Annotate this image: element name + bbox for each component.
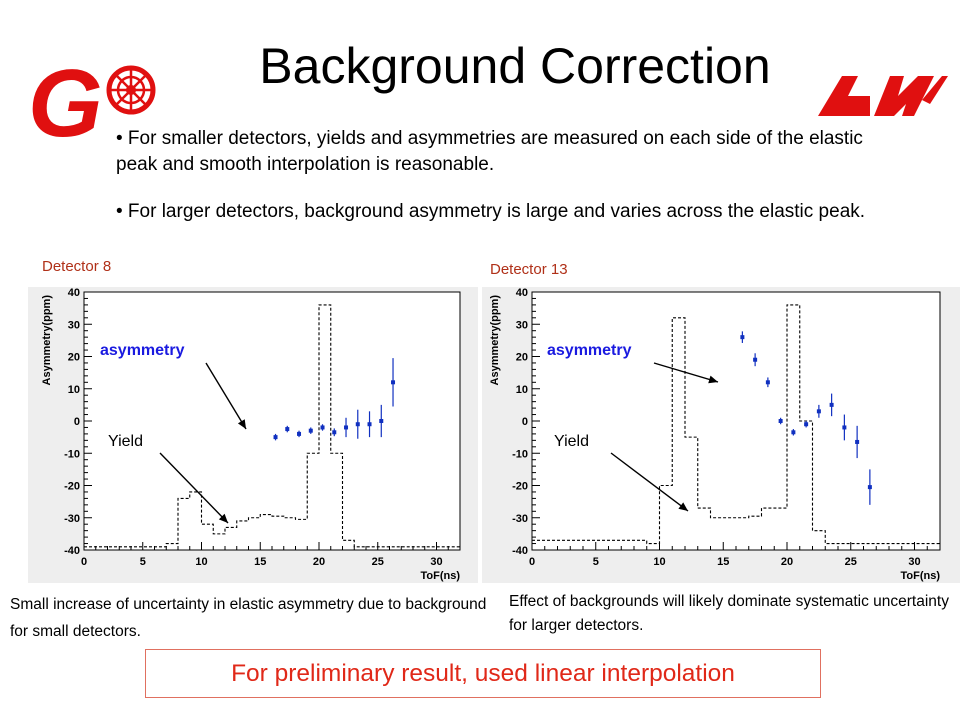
x-tick-label: 15 xyxy=(254,556,266,568)
chart-detector-13: 0 5 10 15 20 25 30 -40 -30 -20 -10 0 10 20 30 40 ToF(ns)… xyxy=(489,287,941,582)
asymmetry-point xyxy=(842,425,847,430)
annotation-arrow-shaft xyxy=(653,362,719,383)
plot-panel-detector-13: 0 5 10 15 20 25 30 -40 -30 -20 -10 0 10 20 30 40 ToF(ns)… xyxy=(482,287,960,583)
y-tick-label: 30 xyxy=(516,319,528,331)
annotation-arrow-head xyxy=(708,375,718,384)
x-tick-label: 10 xyxy=(653,556,665,568)
asymmetry-point xyxy=(765,380,770,385)
x-tick-label: 20 xyxy=(781,556,793,568)
annotation-arrow-shaft xyxy=(610,452,689,512)
x-tick-label: 30 xyxy=(430,556,442,568)
x-axis-label: ToF(ns) xyxy=(900,570,940,582)
asymmetry-point xyxy=(308,428,313,433)
y-tick-label: -20 xyxy=(512,481,528,493)
detector-13-label: Detector 13 xyxy=(490,261,568,278)
asymmetry-point xyxy=(332,430,337,435)
yield-annotation: Yield xyxy=(108,433,143,450)
asymmetry-point xyxy=(867,485,872,490)
x-tick-label: 5 xyxy=(140,556,146,568)
caption-small-detectors: Small increase of uncertainty in elastic… xyxy=(10,596,487,640)
conclusion-box: For preliminary result, used linear inte… xyxy=(145,649,821,698)
y-tick-label: 0 xyxy=(74,416,80,428)
asymmetry-point xyxy=(344,425,349,430)
annotation-arrow-head xyxy=(678,502,688,511)
asymmetry-point xyxy=(297,431,302,436)
plot-frame xyxy=(83,291,461,551)
asymmetry-point xyxy=(355,422,360,427)
plot-panel-detector-8: 0 5 10 15 20 25 30 -40 -30 -20 -10 0 10 20 30 40 ToF(ns)… xyxy=(28,287,478,583)
bullet-large-detectors: • For larger detectors, background asymm… xyxy=(116,201,866,222)
y-tick-label: -40 xyxy=(512,545,528,557)
x-tick-label: 15 xyxy=(717,556,729,568)
asymmetry-point xyxy=(285,427,290,432)
y-tick-label: 20 xyxy=(68,352,80,364)
yield-step-line xyxy=(532,304,940,545)
y-tick-label: -30 xyxy=(64,513,80,525)
x-tick-label: 30 xyxy=(908,556,920,568)
y-tick-label: -20 xyxy=(64,481,80,493)
x-axis-label: ToF(ns) xyxy=(420,570,460,582)
x-tick-label: 0 xyxy=(81,556,87,568)
asymmetry-annotation: asymmetry xyxy=(547,342,632,359)
x-tick-label: 5 xyxy=(593,556,599,568)
x-tick-label: 10 xyxy=(195,556,207,568)
g0-logo: G xyxy=(28,50,156,148)
yield-step-line xyxy=(84,304,460,548)
slide-title: Background Correction xyxy=(259,38,771,94)
asymmetry-point xyxy=(816,409,821,414)
institution-logo xyxy=(818,76,948,116)
bullet-small-detectors: • For smaller detectors, yields and asym… xyxy=(116,128,863,175)
logo-letter: G xyxy=(28,50,103,148)
x-tick-label: 25 xyxy=(372,556,384,568)
x-tick-label: 25 xyxy=(845,556,857,568)
annotation-arrow-head xyxy=(237,419,246,429)
asymmetry-point xyxy=(804,422,809,427)
x-tick-label: 0 xyxy=(529,556,535,568)
y-tick-label: -10 xyxy=(512,448,528,460)
detector-wheel-icon xyxy=(106,65,156,115)
plot-frame xyxy=(531,291,941,551)
annotation-arrow-shaft xyxy=(205,362,247,430)
y-axis-label: Asymmetry(ppm) xyxy=(489,295,501,386)
caption-large-detectors: Effect of backgrounds will likely domina… xyxy=(509,593,949,634)
asymmetry-point xyxy=(379,419,384,423)
y-tick-label: -40 xyxy=(64,545,80,557)
x-tick-label: 20 xyxy=(313,556,325,568)
y-tick-label: 10 xyxy=(68,384,80,396)
y-tick-label: 30 xyxy=(68,319,80,331)
asymmetry-point xyxy=(367,422,372,427)
y-tick-label: 20 xyxy=(516,352,528,364)
asymmetry-point xyxy=(391,380,396,385)
asymmetry-annotation: asymmetry xyxy=(100,342,185,359)
asymmetry-point xyxy=(791,430,796,435)
asymmetry-point xyxy=(273,435,278,440)
yield-annotation: Yield xyxy=(554,433,589,450)
y-tick-label: -10 xyxy=(64,448,80,460)
y-tick-label: -30 xyxy=(512,513,528,525)
asymmetry-point xyxy=(855,439,860,444)
asymmetry-point xyxy=(829,402,834,407)
asymmetry-point xyxy=(753,357,758,362)
y-tick-label: 40 xyxy=(68,287,80,299)
annotation-arrow-shaft xyxy=(159,452,229,524)
y-tick-label: 0 xyxy=(522,416,528,428)
asymmetry-point xyxy=(778,419,783,423)
asymmetry-point xyxy=(740,335,745,340)
y-axis-label: Asymmetry(ppm) xyxy=(41,295,53,386)
annotation-arrow-head xyxy=(218,513,228,523)
chart-detector-8: 0 5 10 15 20 25 30 -40 -30 -20 -10 0 10 20 30 40 ToF(ns)… xyxy=(41,287,461,582)
y-tick-label: 10 xyxy=(516,384,528,396)
detector-8-label: Detector 8 xyxy=(42,258,112,275)
y-tick-label: 40 xyxy=(516,287,528,299)
asymmetry-point xyxy=(320,425,325,430)
